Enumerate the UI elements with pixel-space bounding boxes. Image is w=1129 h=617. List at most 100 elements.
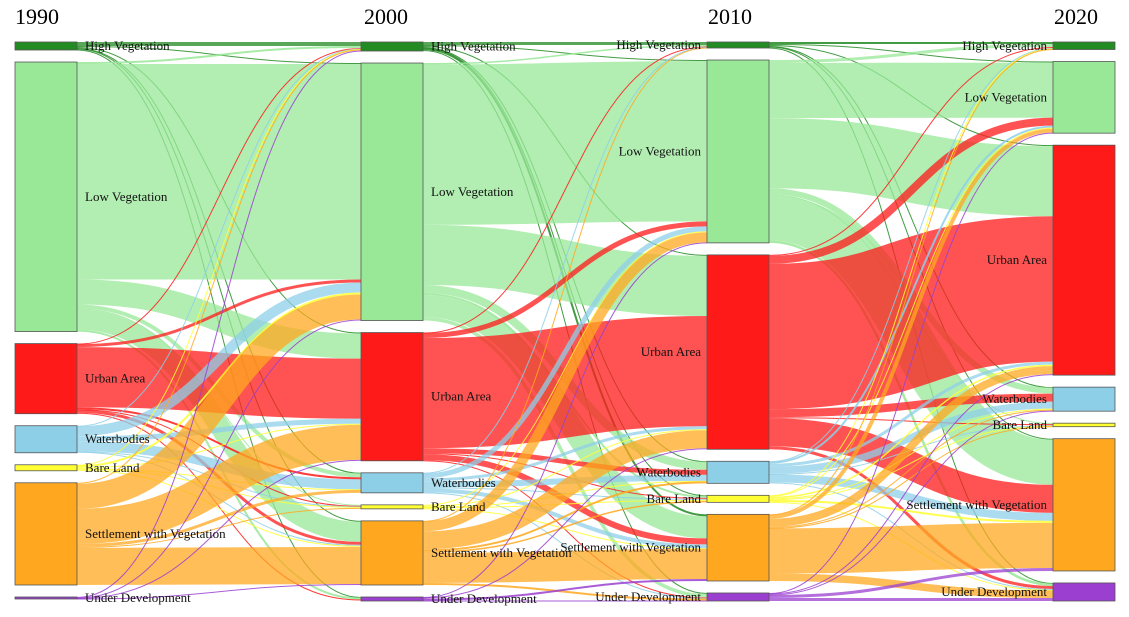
link-low-vegetation-to-urban-area-2000-2010[interactable]: [422, 224, 708, 317]
link-settlement-with-vegetation-to-urban-area-1990-2000[interactable]: [76, 424, 362, 544]
link-waterbodies-to-high-vegetation-2010-2020[interactable]: [768, 48, 1054, 463]
link-under-development-to-low-vegetation-1990-2000[interactable]: [76, 319, 362, 599]
node-settlement-with-vegetation-2020[interactable]: [1052, 438, 1116, 572]
link-waterbodies-to-high-vegetation-1990-2000[interactable]: [76, 48, 362, 427]
link-waterbodies-to-waterbodies-2010-2020[interactable]: [768, 401, 1054, 474]
link-low-vegetation-to-low-vegetation-2000-2010[interactable]: [422, 61, 708, 225]
node-urban-area-2000[interactable]: [360, 332, 424, 462]
link-urban-area-to-low-vegetation-2000-2010[interactable]: [422, 221, 708, 339]
node-low-vegetation-2010[interactable]: [706, 59, 770, 244]
link-waterbodies-to-settlement-with-vegetation-2000-2010[interactable]: [422, 488, 708, 549]
link-urban-area-to-low-vegetation-1990-2000[interactable]: [76, 279, 362, 348]
node-bare-land-2000[interactable]: [360, 504, 424, 510]
link-settlement-with-vegetation-to-settlement-with-vegetation-2010-2020[interactable]: [768, 522, 1054, 574]
link-settlement-with-vegetation-to-high-vegetation-2000-2010[interactable]: [422, 47, 708, 522]
link-under-development-to-settlement-with-vegetation-2010-2020[interactable]: [768, 567, 1054, 598]
node-high-vegetation-2010[interactable]: [706, 41, 770, 49]
node-settlement-with-vegetation-2000[interactable]: [360, 520, 424, 586]
node-low-vegetation-2000[interactable]: [360, 62, 424, 321]
link-settlement-with-vegetation-to-urban-area-2010-2020[interactable]: [768, 366, 1054, 527]
link-low-vegetation-to-urban-area-1990-2000[interactable]: [76, 279, 362, 359]
link-bare-land-to-settlement-with-vegetation-2010-2020[interactable]: [768, 499, 1054, 523]
link-under-development-to-low-vegetation-2010-2020[interactable]: [768, 132, 1054, 594]
node-bare-land-2020[interactable]: [1052, 422, 1116, 428]
link-settlement-with-vegetation-to-settlement-with-vegetation-1990-2000[interactable]: [76, 546, 362, 585]
link-urban-area-to-low-vegetation-2010-2020[interactable]: [768, 117, 1054, 264]
link-settlement-with-vegetation-to-bare-land-1990-2000[interactable]: [76, 507, 362, 548]
link-under-development-to-waterbodies-2010-2020[interactable]: [768, 410, 1054, 596]
link-urban-area-to-waterbodies-2010-2020[interactable]: [768, 393, 1054, 418]
link-waterbodies-to-low-vegetation-2010-2020[interactable]: [768, 125, 1054, 464]
link-low-vegetation-to-high-vegetation-1990-2000[interactable]: [76, 46, 362, 65]
node-urban-area-2010[interactable]: [706, 254, 770, 450]
node-urban-area-2020[interactable]: [1052, 144, 1116, 376]
link-urban-area-to-high-vegetation-2010-2020[interactable]: [768, 47, 1054, 256]
node-low-vegetation-1990[interactable]: [14, 61, 78, 332]
link-settlement-with-vegetation-to-low-vegetation-2000-2010[interactable]: [422, 232, 708, 532]
node-under-development-2010[interactable]: [706, 592, 770, 602]
link-waterbodies-to-low-vegetation-2000-2010[interactable]: [422, 226, 708, 479]
node-urban-area-1990[interactable]: [14, 343, 78, 415]
node-high-vegetation-2000[interactable]: [360, 41, 424, 52]
node-under-development-2000[interactable]: [360, 596, 424, 602]
link-waterbodies-to-low-vegetation-1990-2000[interactable]: [76, 282, 362, 437]
node-high-vegetation-1990[interactable]: [14, 41, 78, 51]
link-bare-land-to-low-vegetation-1990-2000[interactable]: [76, 292, 362, 468]
link-urban-area-to-bare-land-2000-2010[interactable]: [422, 453, 708, 499]
node-waterbodies-2010[interactable]: [706, 460, 770, 484]
link-settlement-with-vegetation-to-bare-land-2000-2010[interactable]: [422, 500, 708, 553]
link-settlement-with-vegetation-to-high-vegetation-1990-2000[interactable]: [76, 49, 362, 484]
link-under-development-to-settlement-with-vegetation-2000-2010[interactable]: [422, 578, 708, 601]
link-under-development-to-settlement-with-vegetation-1990-2000[interactable]: [76, 583, 362, 600]
link-bare-land-to-urban-area-1990-2000[interactable]: [76, 423, 362, 469]
link-bare-land-to-urban-area-2000-2010[interactable]: [422, 429, 708, 507]
link-bare-land-to-high-vegetation-2010-2020[interactable]: [768, 48, 1054, 497]
link-settlement-with-vegetation-to-settlement-with-vegetation-2000-2010[interactable]: [422, 548, 708, 583]
link-waterbodies-to-urban-area-2000-2010[interactable]: [422, 426, 708, 482]
link-bare-land-to-waterbodies-2010-2020[interactable]: [768, 408, 1054, 500]
link-low-vegetation-to-high-vegetation-2000-2010[interactable]: [422, 45, 708, 65]
link-urban-area-to-waterbodies-1990-2000[interactable]: [76, 407, 362, 480]
link-waterbodies-to-high-vegetation-2000-2010[interactable]: [422, 47, 708, 474]
link-settlement-with-vegetation-to-waterbodies-1990-2000[interactable]: [76, 489, 362, 547]
link-settlement-with-vegetation-to-high-vegetation-2010-2020[interactable]: [768, 49, 1054, 516]
link-urban-area-to-under-development-2010-2020[interactable]: [768, 446, 1054, 589]
link-settlement-with-vegetation-to-low-vegetation-2010-2020[interactable]: [768, 128, 1054, 519]
link-waterbodies-to-urban-area-2010-2020[interactable]: [768, 361, 1054, 467]
link-bare-land-to-high-vegetation-1990-2000[interactable]: [76, 49, 362, 466]
link-under-development-to-low-vegetation-2000-2010[interactable]: [422, 242, 708, 598]
link-urban-area-to-high-vegetation-1990-2000[interactable]: [76, 48, 362, 345]
link-urban-area-to-waterbodies-2000-2010[interactable]: [422, 448, 708, 475]
link-bare-land-to-low-vegetation-2010-2020[interactable]: [768, 127, 1054, 497]
node-bare-land-1990[interactable]: [14, 464, 78, 472]
link-settlement-with-vegetation-to-waterbodies-2000-2010[interactable]: [422, 481, 708, 552]
link-settlement-with-vegetation-to-urban-area-2000-2010[interactable]: [422, 430, 708, 550]
link-low-vegetation-to-high-vegetation-2010-2020[interactable]: [768, 44, 1054, 64]
link-waterbodies-to-urban-area-1990-2000[interactable]: [76, 418, 362, 442]
node-waterbodies-2000[interactable]: [360, 472, 424, 494]
link-settlement-with-vegetation-to-waterbodies-2010-2020[interactable]: [768, 409, 1054, 528]
node-under-development-2020[interactable]: [1052, 582, 1116, 602]
link-bare-land-to-low-vegetation-2000-2010[interactable]: [422, 231, 708, 506]
node-waterbodies-2020[interactable]: [1052, 386, 1116, 412]
node-waterbodies-1990[interactable]: [14, 425, 78, 454]
link-urban-area-to-high-vegetation-2000-2010[interactable]: [422, 46, 708, 334]
node-settlement-with-vegetation-2010[interactable]: [706, 513, 770, 582]
node-settlement-with-vegetation-1990[interactable]: [14, 482, 78, 586]
link-low-vegetation-to-settlement-with-vegetation-1990-2000[interactable]: [76, 309, 362, 542]
link-low-vegetation-to-urban-area-2010-2020[interactable]: [768, 118, 1054, 217]
link-settlement-with-vegetation-to-low-vegetation-1990-2000[interactable]: [76, 294, 362, 509]
link-urban-area-to-bare-land-2010-2020[interactable]: [768, 417, 1054, 426]
link-settlement-with-vegetation-to-under-development-2000-2010[interactable]: [422, 582, 708, 601]
link-under-development-to-urban-area-1990-2000[interactable]: [76, 459, 362, 599]
node-low-vegetation-2020[interactable]: [1052, 61, 1116, 134]
link-waterbodies-to-settlement-with-vegetation-2010-2020[interactable]: [768, 474, 1054, 521]
link-under-development-to-urban-area-2010-2020[interactable]: [768, 374, 1054, 595]
link-under-development-to-urban-area-2000-2010[interactable]: [422, 448, 708, 599]
link-settlement-with-vegetation-to-bare-land-2010-2020[interactable]: [768, 426, 1054, 529]
link-under-development-to-high-vegetation-1990-2000[interactable]: [76, 50, 362, 598]
link-urban-area-to-settlement-with-vegetation-2010-2020[interactable]: [768, 418, 1054, 513]
link-settlement-with-vegetation-to-under-development-2010-2020[interactable]: [768, 573, 1054, 598]
node-bare-land-2010[interactable]: [706, 494, 770, 503]
link-low-vegetation-to-low-vegetation-2010-2020[interactable]: [768, 62, 1054, 119]
